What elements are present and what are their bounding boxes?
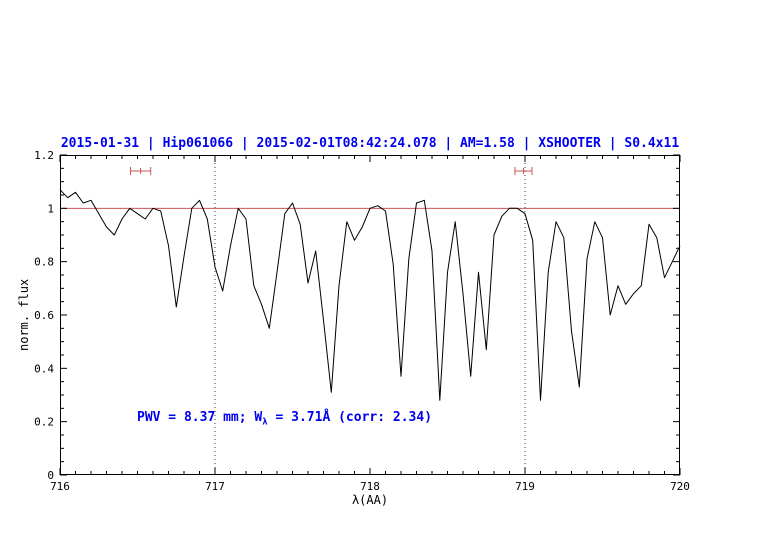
x-tick-label: 720 <box>670 480 690 493</box>
annotation-prefix: PWV = 8.37 mm; W <box>137 410 263 425</box>
annotation-suffix: = 3.71Å (corr: 2.34) <box>267 410 433 425</box>
y-tick-label: 0.2 <box>34 416 54 429</box>
pwv-annotation: PWV = 8.37 mm; Wλ = 3.71Å (corr: 2.34) <box>137 410 432 428</box>
y-tick-label: 0 <box>47 469 54 482</box>
x-axis-label: λ(AA) <box>351 493 389 507</box>
y-tick-label: 1.2 <box>34 149 54 162</box>
y-tick-label: 0.6 <box>34 309 54 322</box>
y-tick-label: 1 <box>47 202 54 215</box>
y-tick-label: 0.4 <box>34 362 54 375</box>
y-tick-label: 0.8 <box>34 256 54 269</box>
plot-title: 2015-01-31 | Hip061066 | 2015-02-01T08:4… <box>60 136 680 151</box>
x-tick-label: 717 <box>205 480 225 493</box>
x-tick-label: 718 <box>360 480 380 493</box>
spectrum-line <box>59 189 681 401</box>
annotation-lambda-sub: λ <box>262 417 268 428</box>
x-tick-label: 719 <box>515 480 535 493</box>
x-tick-label: 716 <box>50 480 70 493</box>
